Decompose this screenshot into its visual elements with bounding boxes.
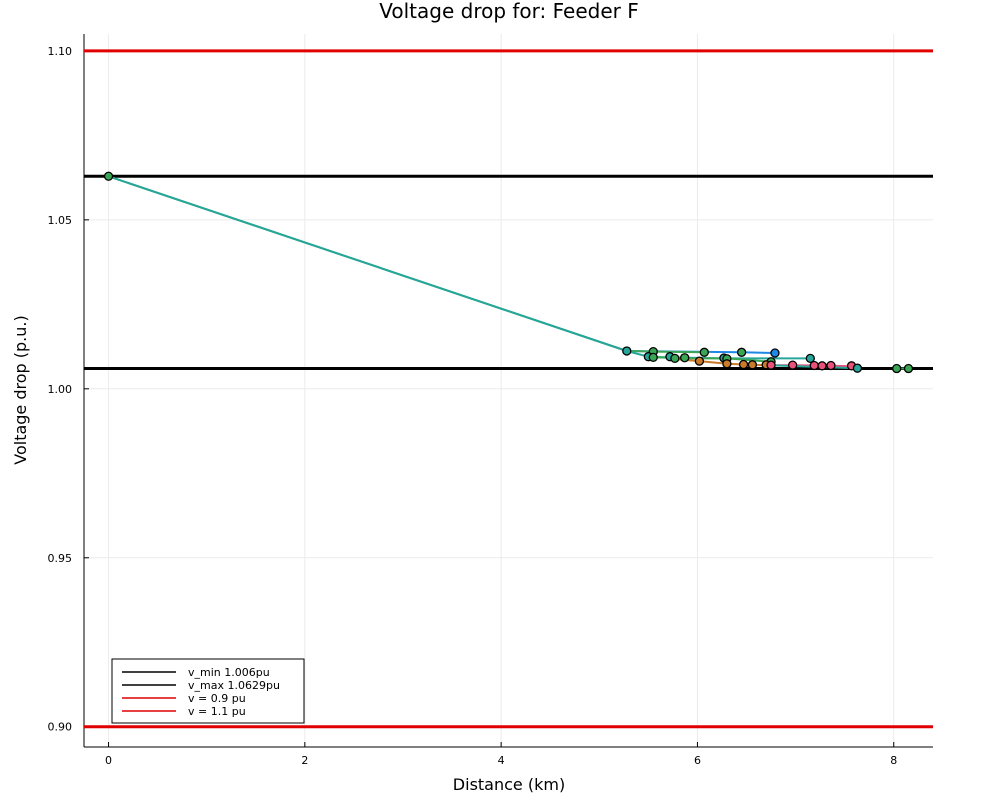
y-tick-label-4: 1.10 (48, 45, 73, 58)
data-point-21 (787, 360, 798, 370)
data-points (103, 171, 914, 374)
y-axis-label: Voltage drop (p.u.) (11, 315, 30, 464)
branch-line-3 (626, 350, 705, 354)
grid-lines (84, 34, 933, 747)
data-point-3 (699, 347, 709, 357)
x-tick-label-1: 2 (301, 754, 308, 767)
branch-line-1 (108, 175, 628, 352)
chart-title: Voltage drop for: Feeder F (379, 0, 639, 23)
data-point-5 (770, 348, 780, 358)
y-tick-label-2: 1.00 (48, 383, 73, 396)
x-tick-label-0: 0 (105, 754, 112, 767)
axes (83, 34, 933, 748)
data-series (108, 175, 909, 370)
data-point-22 (809, 360, 819, 371)
data-point-9 (670, 353, 680, 364)
legend-box (111, 658, 305, 724)
x-axis-label: Distance (km) (453, 775, 565, 794)
tick-labels: 0 2 4 6 8 0.90 0.95 1.00 1.05 1.10 (48, 45, 898, 767)
data-point-0 (103, 171, 114, 181)
legend-label-2: v = 0.9 pu (188, 692, 246, 705)
data-point-16 (722, 359, 732, 369)
data-point-23 (817, 361, 827, 371)
x-tick-label-3: 6 (694, 754, 701, 767)
y-tick-label-0: 0.90 (48, 721, 73, 734)
data-point-15 (694, 356, 705, 366)
data-point-4 (736, 347, 747, 357)
data-point-24 (826, 360, 836, 371)
data-point-7 (648, 352, 658, 363)
legend-label-0: v_min 1.006pu (188, 666, 270, 679)
x-tick-label-2: 4 (498, 754, 505, 767)
data-point-27 (892, 363, 902, 374)
legend-label-1: v_max 1.0629pu (188, 679, 280, 692)
y-tick-label-1: 0.95 (48, 552, 73, 565)
data-point-20 (766, 360, 776, 370)
x-tick-label-4: 8 (890, 754, 897, 767)
data-point-1 (622, 346, 632, 356)
data-point-13 (805, 353, 815, 364)
y-tick-label-3: 1.05 (48, 214, 73, 227)
data-point-10 (680, 353, 690, 363)
data-point-26 (852, 363, 863, 373)
data-point-18 (747, 360, 758, 370)
legend-label-3: v = 1.1 pu (188, 705, 246, 718)
data-point-17 (738, 359, 749, 370)
data-point-28 (903, 363, 914, 374)
